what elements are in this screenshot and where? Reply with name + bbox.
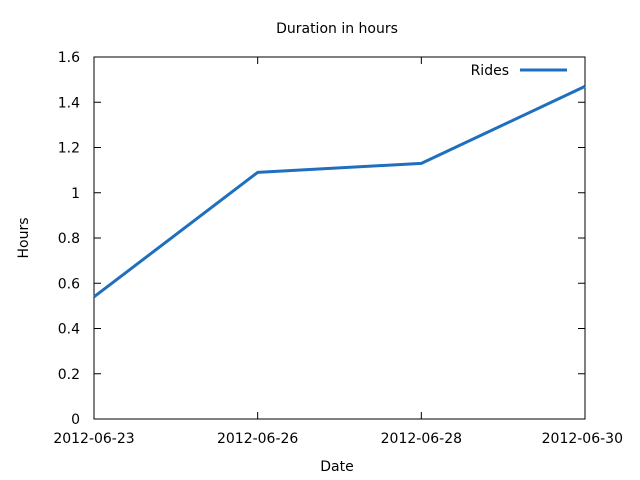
y-tick-label: 1.4 — [58, 95, 80, 111]
x-axis: 2012-06-23 2012-06-26 2012-06-28 2012-06-30 — [53, 57, 623, 447]
y-axis: 0 0.2 0.4 0.6 0.8 1 1.2 1.4 1.6 — [58, 50, 585, 428]
y-tick-label: 1 — [71, 186, 80, 202]
y-tick-label: 0.4 — [58, 322, 80, 338]
y-tick-label: 0.6 — [58, 276, 80, 292]
chart-title: Duration in hours — [276, 21, 398, 37]
legend: Rides — [471, 63, 567, 79]
y-tick-label: 1.6 — [58, 50, 80, 66]
y-tick-label: 0.8 — [58, 231, 80, 247]
y-axis-label: Hours — [16, 217, 32, 258]
plot-frame — [94, 57, 585, 419]
x-axis-label: Date — [320, 459, 353, 475]
x-tick-label: 2012-06-26 — [217, 431, 298, 447]
x-tick-label: 2012-06-23 — [53, 431, 134, 447]
x-tick-label: 2012-06-30 — [542, 431, 623, 447]
y-tick-label: 0.2 — [58, 367, 80, 383]
series-line-rides — [94, 86, 585, 296]
y-tick-label: 0 — [71, 412, 80, 428]
legend-label-rides: Rides — [471, 63, 509, 79]
x-tick-label: 2012-06-28 — [381, 431, 462, 447]
series-rides — [94, 86, 585, 296]
y-tick-label: 1.2 — [58, 141, 80, 157]
